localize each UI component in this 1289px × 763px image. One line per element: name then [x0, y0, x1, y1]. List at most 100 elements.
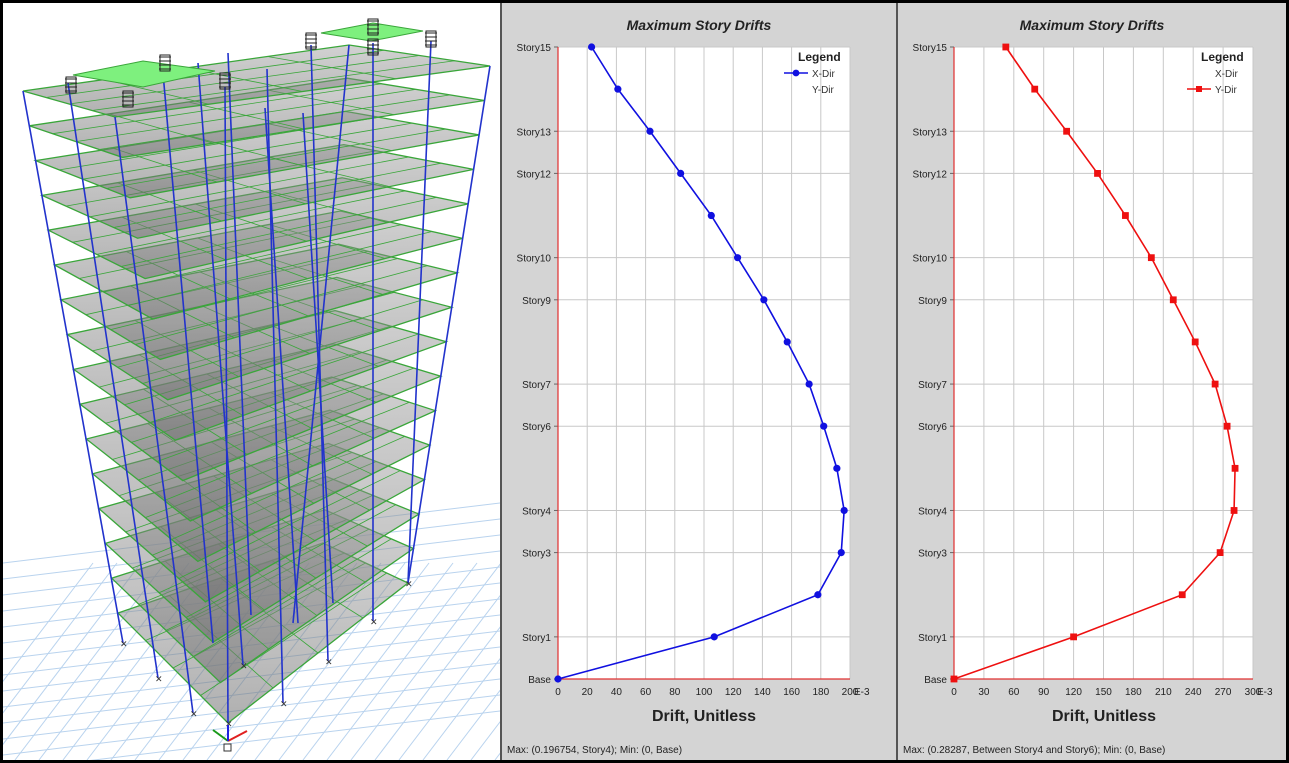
slab-gridline [96, 190, 406, 255]
slab-gridline [135, 265, 428, 345]
y-tick-label: Story15 [913, 43, 948, 54]
link-body [367, 38, 379, 56]
slab-gridline [193, 538, 392, 657]
link-element-icon [425, 30, 437, 48]
data-point [1031, 85, 1039, 93]
link-element-icon [367, 38, 379, 56]
data-point [1223, 422, 1231, 430]
ground-grid-line [3, 562, 94, 683]
ground-grid-line [278, 562, 430, 760]
link-body [122, 90, 134, 108]
y-tick-label: Story12 [517, 169, 552, 180]
y-tick-label: Story9 [918, 296, 947, 307]
data-point [1070, 633, 1077, 641]
axis-triad-icon [212, 725, 248, 752]
slab-gridline [178, 470, 401, 579]
y-tick-label: Story9 [522, 296, 551, 307]
data-point [1211, 380, 1219, 388]
x-tick-label: 180 [1125, 687, 1142, 698]
x-unit-label: E-3 [1257, 687, 1273, 698]
support-marker-icon: ✕ [405, 580, 413, 590]
floor-slabs [22, 44, 491, 724]
ground-grid-line [470, 721, 500, 760]
columns [22, 40, 491, 724]
y-tick-label: Story10 [517, 254, 552, 265]
ground-grid-line [422, 658, 500, 760]
data-point [614, 85, 622, 93]
support-marker-icon: ✕ [240, 662, 248, 672]
data-point [677, 169, 685, 177]
data-point [1191, 338, 1199, 346]
legend-title: Legend [1201, 50, 1244, 64]
x-tick-label: 90 [1038, 687, 1050, 698]
x-tick-label: 300 [1245, 687, 1262, 698]
ground-grid-line [326, 562, 478, 760]
x-tick-label: 160 [783, 687, 800, 698]
link-element-icon [122, 90, 134, 108]
data-point [1231, 464, 1239, 472]
series-line-y-dir [953, 46, 1236, 680]
x-tick-label: 140 [754, 687, 771, 698]
data-point [1230, 507, 1238, 514]
y-tick-label: Story4 [918, 506, 947, 517]
chart-title: Maximum Story Drifts [1019, 17, 1165, 33]
x-tick-label: 30 [978, 687, 990, 698]
status-bar-text: Max: (0.196754, Story4); Min: (0, Base) [507, 745, 683, 756]
x-tick-label: 150 [1095, 687, 1112, 698]
column-line [407, 65, 491, 584]
link-body [65, 76, 77, 94]
data-point [950, 675, 958, 683]
data-point [1063, 127, 1071, 135]
ground-grid-line [446, 689, 500, 760]
slab-gridline [185, 504, 397, 618]
link-body [159, 54, 171, 72]
support-marker-icon: ✕ [325, 658, 333, 668]
y-tick-label: Base [924, 675, 947, 686]
data-point [1216, 549, 1224, 556]
support-marker-icon: ✕ [155, 675, 163, 685]
column-line [407, 40, 432, 584]
data-point [1122, 212, 1129, 219]
panel-divider [896, 3, 898, 760]
slab-gridline [99, 94, 451, 150]
x-tick-label: 100 [696, 687, 713, 698]
data-point [837, 549, 845, 557]
building-3d-model: ✕✕✕✕✕✕✕✕✕ [3, 18, 500, 760]
chart-title: Maximum Story Drifts [626, 17, 772, 33]
series-line-x-dir [557, 46, 845, 680]
ground-grid-line [89, 710, 500, 760]
ground-grid-line [398, 626, 500, 760]
legend-item-x-dir: X-Dir [1215, 69, 1238, 80]
x-tick-label: 210 [1155, 687, 1172, 698]
y-tick-label: Story1 [918, 633, 947, 644]
x-tick-label: 80 [669, 687, 681, 698]
y-tick-label: Story3 [522, 549, 551, 560]
y-tick-label: Story1 [522, 633, 551, 644]
link-body [305, 32, 317, 50]
y-tick-label: Story3 [918, 549, 947, 560]
x-axis-title: Drift, Unitless [1051, 708, 1156, 725]
x-axis-title: Drift, Unitless [651, 708, 756, 725]
y-tick-label: Story13 [517, 127, 552, 138]
x-unit-label: E-3 [854, 687, 870, 698]
roof-equipment [65, 18, 437, 108]
column-line [67, 82, 159, 679]
x-tick-label: 20 [582, 687, 594, 698]
building-3d-model-view[interactable]: ✕✕✕✕✕✕✕✕✕ [3, 3, 500, 760]
data-point [1169, 296, 1177, 304]
slab-gridline [267, 56, 397, 80]
link-element-icon [367, 18, 379, 36]
column-line [224, 86, 229, 724]
legend-swatch-marker [1196, 86, 1202, 92]
panel-divider [500, 3, 502, 760]
slab-gridline [171, 436, 406, 540]
y-tick-label: Story10 [913, 254, 948, 265]
data-point [820, 422, 828, 430]
data-point [840, 506, 848, 515]
y-tick-label: Story13 [913, 127, 948, 138]
legend-title: Legend [798, 50, 841, 64]
column-line [227, 52, 252, 616]
y-tick-label: Story6 [522, 422, 551, 433]
